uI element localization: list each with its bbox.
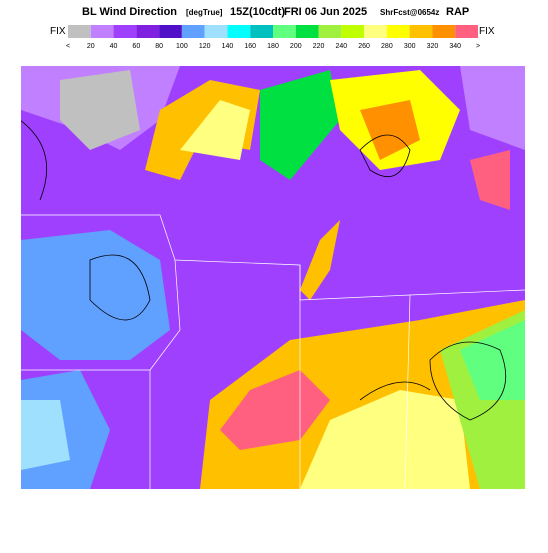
wind-region <box>21 400 70 470</box>
colorbar-swatch <box>90 25 114 38</box>
wind-region <box>60 70 140 150</box>
model: RAP <box>446 6 469 18</box>
colorbar-left-label: FIX <box>50 26 66 37</box>
colorbar-label: > <box>476 43 480 50</box>
units: [degTrue] <box>186 8 223 17</box>
colorbar-label: 20 <box>87 43 95 50</box>
state-borders <box>21 214 525 489</box>
wind-region <box>220 370 330 450</box>
wind-region <box>300 390 470 489</box>
wind-region <box>470 150 510 210</box>
colorbar-label: 260 <box>358 43 370 50</box>
wind-region <box>460 320 525 400</box>
colorbar-label: 340 <box>449 43 461 50</box>
colorbar-label: < <box>66 43 70 50</box>
forecast: ShrFcst@0654z <box>380 8 439 17</box>
colorbar-swatch <box>204 25 228 38</box>
colorbar-swatch <box>181 25 205 38</box>
colorbar-label: 300 <box>404 43 416 50</box>
map <box>21 66 525 489</box>
colorbar-swatch <box>113 25 137 38</box>
colorbar-label: 60 <box>132 43 140 50</box>
colorbar-label: 180 <box>267 43 279 50</box>
colorbar-swatch <box>273 25 296 38</box>
colorbar-swatch <box>227 25 251 38</box>
colorbar-label: 100 <box>176 43 188 50</box>
wind-region <box>300 220 340 300</box>
colorbar-label: 40 <box>110 43 118 50</box>
colorbar-label: 280 <box>381 43 393 50</box>
date: FRI 06 Jun 2025 <box>284 6 367 18</box>
colorbar-swatch <box>250 25 273 38</box>
colorbar-swatch <box>455 25 478 38</box>
colorbar-label: 160 <box>244 43 256 50</box>
wind-region <box>180 100 250 160</box>
wind-region <box>460 66 525 150</box>
colorbar-swatch <box>68 25 91 38</box>
contours <box>21 120 507 421</box>
colorbar-swatch <box>159 25 182 38</box>
colorbar-swatch <box>318 25 342 38</box>
colorbar-swatch <box>364 25 387 38</box>
colorbar-label: 320 <box>427 43 439 50</box>
valid-time: 15Z(10cdt) <box>230 6 285 18</box>
colorbar-label: 200 <box>290 43 302 50</box>
colorbar-label: 140 <box>222 43 234 50</box>
colorbar-swatch <box>136 25 160 38</box>
title: BL Wind Direction <box>82 6 177 18</box>
colorbar: <20 40 60 80 100 120 140 160 180 200 220 240 260 280 3… <box>66 25 480 50</box>
colorbar-right-label: FIX <box>479 26 495 37</box>
colorbar-label: 240 <box>335 43 347 50</box>
wind-region <box>260 70 340 180</box>
colorbar-swatch <box>295 25 319 38</box>
colorbar-swatch <box>341 25 365 38</box>
colorbar-label: 120 <box>199 43 211 50</box>
colorbar-swatch <box>409 25 433 38</box>
wind-region <box>360 100 420 160</box>
colorbar-swatch <box>386 25 410 38</box>
colorbar-label: 80 <box>155 43 163 50</box>
colorbar-label: 220 <box>313 43 325 50</box>
colorbar-swatch <box>432 25 456 38</box>
